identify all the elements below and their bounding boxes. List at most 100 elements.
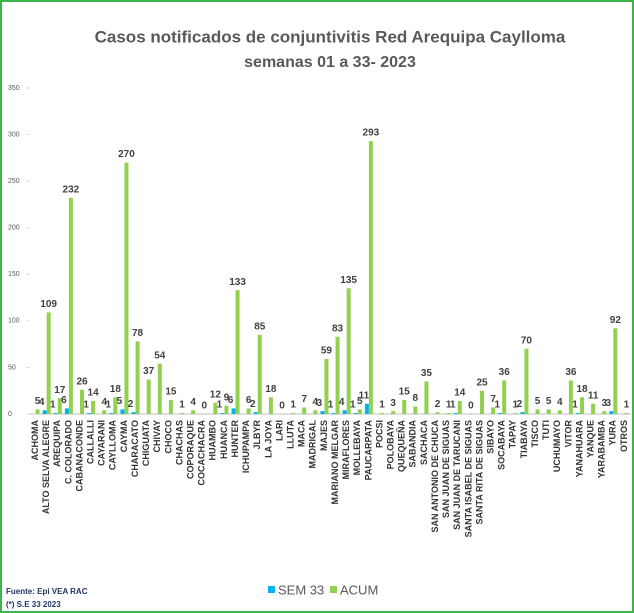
bar [613,328,618,414]
bar [35,409,40,414]
bar [64,408,69,414]
x-tick-label: LARI [274,420,284,441]
x-tick-label: QUEQUEÑA [397,420,407,473]
data-label: 4 [190,397,196,408]
bar [168,400,173,414]
x-tick-label: CHIGUATA [141,420,151,467]
bar [68,197,73,414]
x-tick-label: YANAHUARA [574,420,584,478]
x-tick-label: SAN JUAN DE SIGUAS [441,420,451,518]
bar [513,413,518,414]
data-label: 9 [224,392,230,403]
data-label: 1 [450,400,456,411]
data-label: 135 [340,275,357,286]
bar [313,410,318,414]
bar [402,400,407,414]
bar [453,413,458,414]
bar [524,348,529,414]
note: (*) S.E 33 2023 [6,600,61,609]
data-label: 78 [132,328,144,339]
bar [80,389,84,414]
bar [268,397,273,414]
bar [380,413,384,414]
bar [157,363,162,414]
bar [53,413,58,414]
bar [120,409,125,414]
data-label: 5 [117,396,123,407]
data-label: 5 [546,396,552,407]
y-tick-label: 350 [8,85,20,92]
bar [102,410,107,414]
x-tick-label: HUANCA [219,420,229,459]
data-label: 18 [110,384,122,395]
data-label: 83 [332,323,344,334]
x-tick-label: AREQUIPA [52,420,62,467]
data-label: 3 [601,398,607,409]
data-label: 7 [301,394,307,405]
data-label: 1 [179,400,185,411]
x-tick-label: CAYMA [119,420,129,453]
data-label: 109 [40,299,57,310]
bar [568,380,573,414]
data-label: 6 [61,395,67,406]
data-label: 270 [118,149,135,160]
x-tick-label: CABANACONDE [74,420,84,492]
data-label: 4 [39,397,45,408]
data-label: 18 [265,384,277,395]
x-tick-label: ACHOMA [30,420,40,461]
source: Fuente: Epi VEA RAC [6,587,88,596]
data-label: 11 [588,390,599,401]
data-label: 293 [363,128,380,139]
x-tick-label: CALLALLI [85,420,95,464]
bar [113,397,118,414]
data-label: 26 [76,376,88,387]
x-tick-label: VITOR [563,420,573,448]
data-label: 35 [421,368,433,379]
bar [535,409,540,414]
bar [246,408,251,414]
data-label: 0 [201,401,207,412]
data-label: 36 [565,367,577,378]
x-tick-label: CHIVAY [152,420,162,453]
x-tick-label: YANQUE [585,420,595,458]
data-label: 5 [35,396,41,407]
bar [331,413,336,414]
data-label: 85 [254,321,266,332]
legend-swatch [268,586,275,593]
x-tick-label: CHARACATO [130,420,140,477]
y-tick-label: 150 [8,271,20,278]
x-tick-label: CAYARANI [97,420,107,466]
bar [491,407,496,414]
x-tick-label: CAYLLOMA [108,420,118,471]
data-label: 1 [290,400,296,411]
bar [468,414,473,415]
data-label: 2 [435,399,441,410]
bar [213,402,218,414]
x-tick-label: SACHACA [419,419,429,465]
bar [609,411,614,414]
bar [520,412,525,414]
data-label: 7 [490,394,496,405]
bar [302,407,307,414]
legend-label: SEM 33 [278,582,324,597]
bar [135,341,140,414]
data-label: 5 [535,396,541,407]
data-label: 3 [606,398,612,409]
x-tick-label: MOLLEBAYA [352,420,362,476]
bar [446,413,451,414]
bar [342,410,347,414]
bar [202,414,207,415]
x-tick-label: SIBAYO [485,420,495,454]
y-tick-label: 200 [8,225,20,232]
data-label: 15 [399,387,411,398]
bar [220,413,225,414]
x-tick-label: TISCO [530,420,540,448]
bar [580,397,584,414]
bar [235,290,240,414]
data-label: 1 [379,400,385,411]
data-label: 5 [357,396,363,407]
x-tick-label: MADRIGAL [308,420,318,469]
x-tick-label: PAUCARPATA [363,419,373,480]
x-tick-label: COCACHACRA [197,420,207,486]
